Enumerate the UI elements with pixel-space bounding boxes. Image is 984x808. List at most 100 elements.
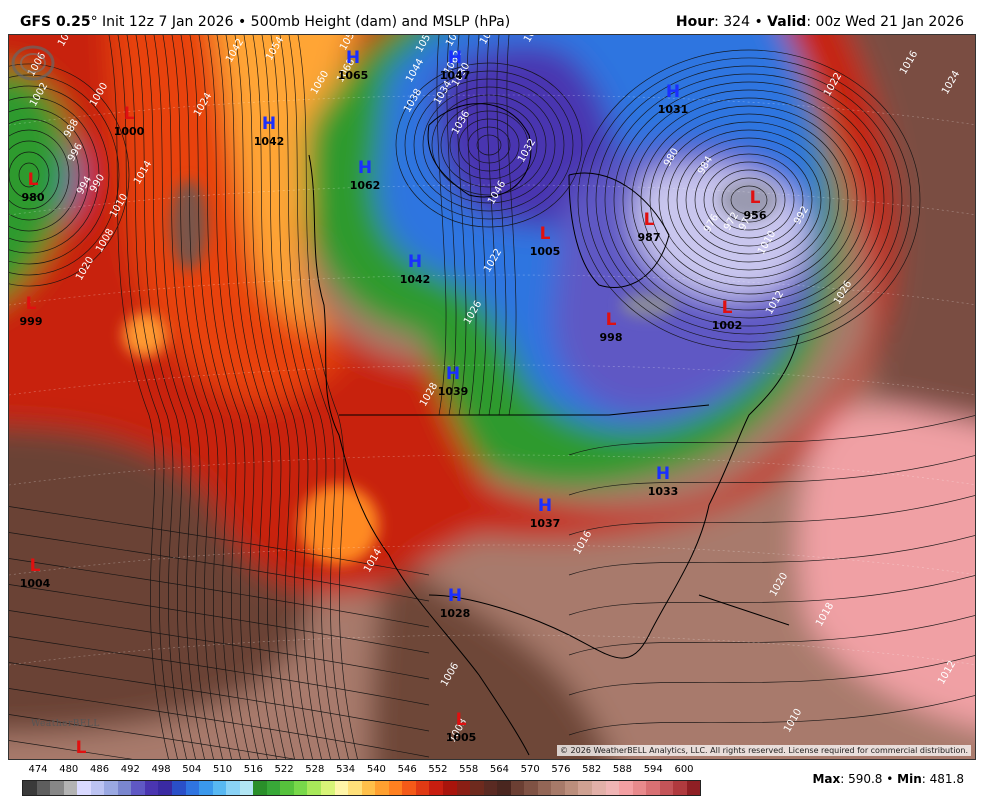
legend-swatch: [388, 781, 403, 795]
legend-swatch: [551, 781, 565, 795]
low-marker: L: [456, 710, 467, 730]
max-label: Max: [812, 772, 841, 786]
isobar: [9, 532, 430, 602]
legend-swatch: [226, 781, 240, 795]
legend-swatch: [361, 781, 376, 795]
legend-swatch: [334, 781, 349, 795]
legend-swatch: [307, 781, 322, 795]
pressure-value: 980: [22, 191, 45, 204]
legend-swatch: [375, 781, 389, 795]
isobar: [449, 110, 529, 180]
isobar: [189, 35, 250, 759]
isobar: [486, 35, 497, 416]
isobar: [9, 740, 133, 759]
isobar: [18, 162, 40, 188]
isobar: [622, 89, 876, 311]
field-pink-east: [798, 407, 975, 727]
legend-swatch: [280, 781, 294, 795]
isobar: [456, 35, 467, 416]
header-bar: GFS 0.25° Init 12z 7 Jan 2026 • 500mb He…: [0, 0, 984, 32]
pressure-value: 1037: [530, 517, 561, 530]
legend-swatch: [429, 781, 443, 795]
isobar: [9, 636, 430, 706]
isobar: [9, 558, 430, 628]
isobar: [640, 105, 858, 295]
legend-swatch: [564, 781, 579, 795]
valid-bullet: •: [754, 14, 763, 30]
low-marker: L: [76, 738, 87, 758]
legend-swatch: [348, 781, 362, 795]
title-bullet: •: [237, 14, 247, 30]
isobar: [9, 506, 430, 576]
legend-swatch: [144, 781, 159, 795]
isobar: [694, 153, 804, 247]
isobar: [171, 35, 232, 759]
hour-label: Hour: [675, 14, 715, 30]
high-marker: H: [448, 586, 462, 606]
pressure-centers: H1065H1047H1042H1062H1042H1031H1039H1033…: [20, 48, 767, 758]
max-value: : 590.8: [840, 772, 883, 786]
isobar-value-label: 1048: [478, 35, 500, 47]
init-time: Init 12z 7 Jan 2026: [102, 14, 234, 30]
legend-colorbar: [22, 780, 702, 796]
isobar: [180, 35, 241, 759]
isobar: [243, 35, 304, 759]
legend-tick-label: 510: [213, 764, 233, 775]
legend-tick-label: 546: [397, 764, 417, 775]
pressure-value: 1039: [438, 385, 469, 398]
legend-tick-label: 522: [274, 764, 294, 775]
legend-swatch: [632, 781, 647, 795]
arctic-islands: [427, 103, 532, 198]
isobar: [730, 185, 768, 215]
legend-tick-label: 576: [551, 764, 571, 775]
legend-swatch: [510, 781, 525, 795]
isobar: [658, 121, 840, 279]
isobar: [458, 118, 520, 172]
legend-swatch: [36, 781, 51, 795]
isobar: [649, 113, 849, 287]
hudson-bay: [568, 172, 670, 289]
legend-tick-label: 540: [366, 764, 386, 775]
isobar: [270, 35, 331, 759]
legend-swatch: [524, 781, 538, 795]
weather-map: 1004100610021000988996990994101010141008…: [8, 34, 976, 760]
isobar: [440, 102, 538, 188]
isobar: [198, 35, 259, 759]
isobar: [436, 35, 447, 416]
isobar: [631, 97, 867, 303]
legend-swatch: [131, 781, 145, 795]
legend-swatch: [63, 781, 78, 795]
low-marker: L: [124, 104, 135, 124]
legend-tick-label: 594: [643, 764, 663, 775]
legend-tick-label: 486: [89, 764, 110, 775]
isobar: [568, 535, 975, 576]
isobar: [9, 584, 430, 654]
isobar: [613, 81, 885, 319]
legend-tick-label: 498: [151, 764, 171, 775]
east-coastline: [708, 334, 800, 506]
high-marker: H: [408, 252, 422, 272]
isobar: [144, 35, 205, 759]
legend-swatch: [537, 781, 552, 795]
legend-tick-label: 534: [336, 764, 356, 775]
isobar: [225, 35, 286, 759]
low-marker: L: [540, 224, 551, 244]
isobar: [586, 57, 912, 343]
pressure-value: 1005: [446, 731, 477, 744]
isobar: [108, 35, 169, 759]
legend-swatch: [77, 781, 91, 795]
stats-bullet: •: [886, 772, 894, 786]
legend-swatch: [266, 781, 281, 795]
isobar: [568, 455, 975, 496]
high-marker: H: [448, 48, 462, 68]
field-purple-baffin: [435, 44, 617, 228]
